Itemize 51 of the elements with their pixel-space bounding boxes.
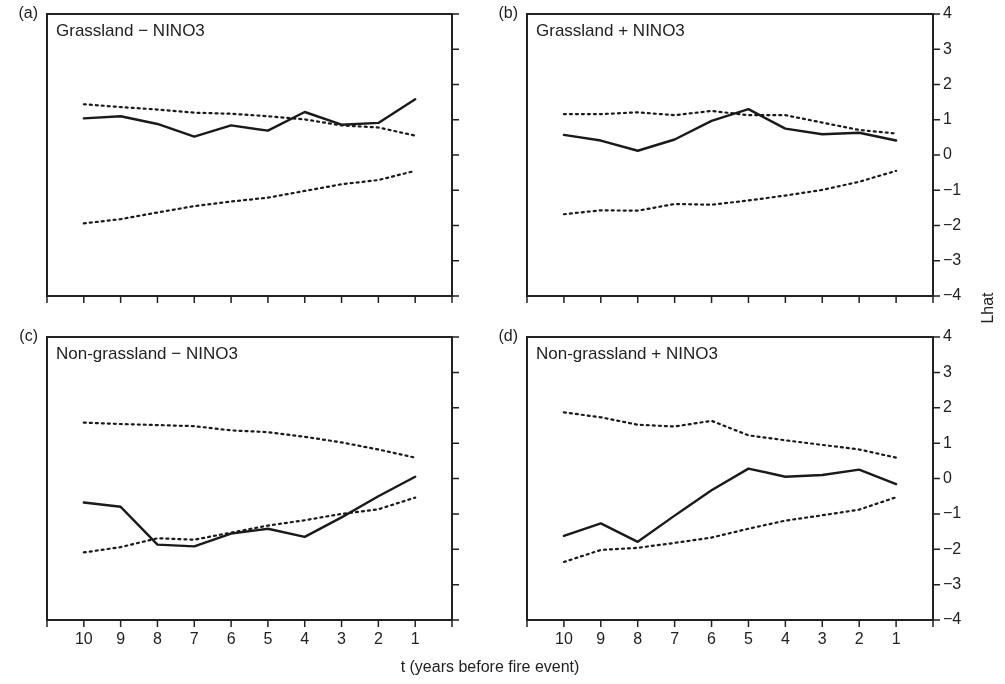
y-tick-label: 2 xyxy=(943,398,952,416)
x-tick-label: 2 xyxy=(854,630,864,648)
line-series xyxy=(562,496,898,564)
chart-title: Non-grassland − NINO3 xyxy=(56,344,238,364)
y-tick-label: 0 xyxy=(943,468,952,486)
x-tick-label: 4 xyxy=(780,630,790,648)
y-tick-label: −2 xyxy=(943,539,962,557)
x-tick-label: 9 xyxy=(596,630,606,648)
x-tick-label: 8 xyxy=(153,630,162,648)
chart-title: Grassland − NINO3 xyxy=(56,21,205,41)
y-tick-label: −4 xyxy=(943,610,962,628)
y-tick-label: 0 xyxy=(943,145,952,163)
y-tick-label: 1 xyxy=(943,110,952,128)
x-tick-label: 7 xyxy=(189,630,199,648)
y-axis-title: Lhat xyxy=(979,292,997,324)
x-tick-label: 3 xyxy=(337,630,347,648)
y-tick-label: −2 xyxy=(943,215,962,233)
y-tick-label: 3 xyxy=(943,39,952,57)
x-tick-label: 5 xyxy=(744,630,753,648)
x-tick-label: 2 xyxy=(373,630,383,648)
x-tick-label: 4 xyxy=(300,630,310,648)
x-tick-label: 6 xyxy=(226,630,236,648)
line-series xyxy=(562,411,898,459)
text: (c) xyxy=(19,327,38,345)
x-tick-label: 1 xyxy=(410,630,420,648)
text: (b) xyxy=(498,4,518,22)
y-tick-label: 2 xyxy=(943,74,952,92)
y-tick-label: 3 xyxy=(943,362,952,380)
chart-title: Grassland + NINO3 xyxy=(536,21,685,41)
x-tick-label: 1 xyxy=(891,630,901,648)
y-tick-label: 1 xyxy=(943,433,952,451)
x-tick-label: 10 xyxy=(74,630,93,648)
x-tick-label: 6 xyxy=(707,630,717,648)
y-tick-label: 4 xyxy=(943,4,952,22)
y-tick-label: −4 xyxy=(943,286,962,304)
x-tick-label: 9 xyxy=(116,630,126,648)
text: (a) xyxy=(18,4,38,22)
x-tick-label: 5 xyxy=(263,630,273,648)
x-axis-title: t (years before fire event) xyxy=(400,658,580,676)
y-tick-label: −1 xyxy=(943,504,962,522)
x-tick-label: 7 xyxy=(670,630,680,648)
y-tick-label: −3 xyxy=(943,575,962,593)
x-tick-label: 3 xyxy=(817,630,827,648)
line-series xyxy=(562,169,898,216)
chart-title: Non-grassland + NINO3 xyxy=(536,344,718,364)
y-tick-label: −3 xyxy=(943,251,962,269)
x-tick-label: 10 xyxy=(555,630,573,648)
y-tick-label: −1 xyxy=(943,180,962,198)
text: (d) xyxy=(498,327,518,345)
y-tick-label: 4 xyxy=(943,327,952,345)
x-tick-label: 8 xyxy=(633,630,643,648)
